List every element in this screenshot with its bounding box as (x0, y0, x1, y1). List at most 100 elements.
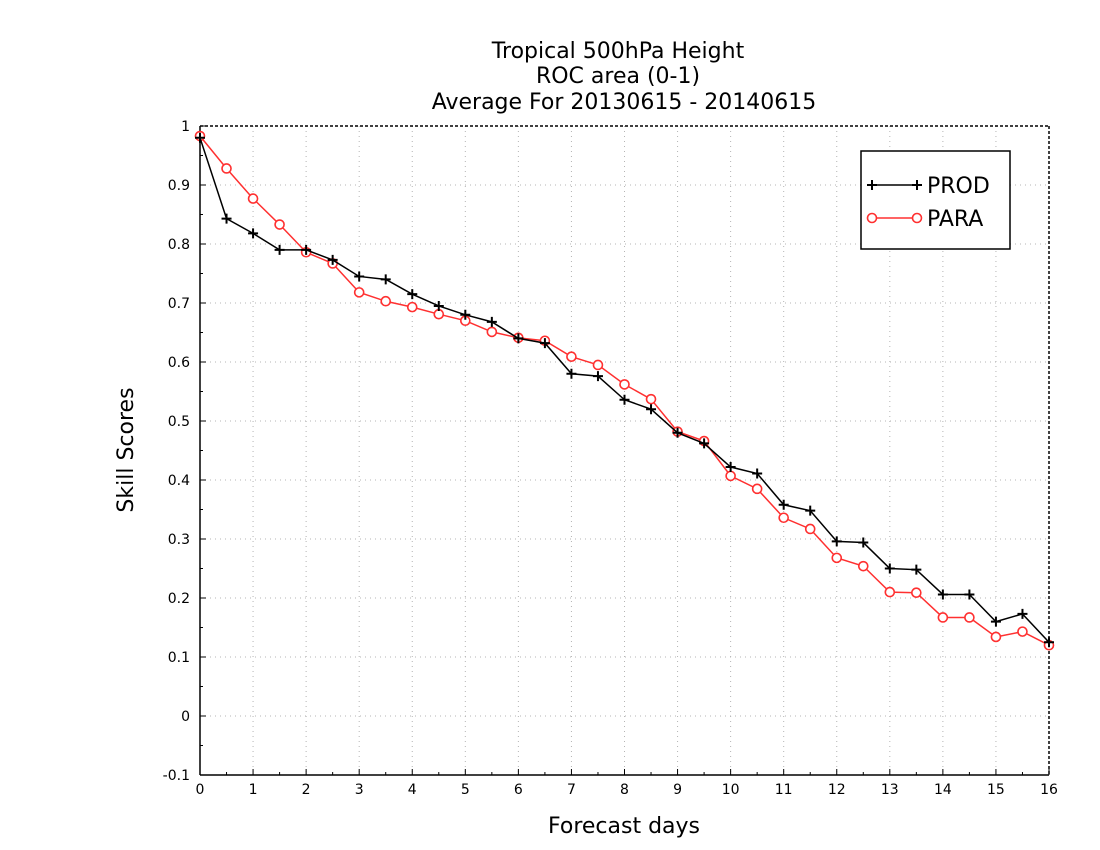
x-tick-label: 16 (1040, 782, 1058, 798)
data-point-prod (672, 427, 683, 438)
data-point-para (274, 219, 285, 230)
x-tick-label: 8 (620, 782, 629, 798)
data-point-prod (619, 394, 630, 405)
data-point-prod (274, 244, 285, 255)
x-tick-label: 0 (196, 782, 205, 798)
data-point-prod (911, 564, 922, 575)
data-point-prod (380, 274, 391, 285)
data-point-para (1017, 626, 1028, 637)
data-point-prod (354, 271, 365, 282)
x-tick-label: 1 (249, 782, 258, 798)
data-point-prod (699, 438, 710, 449)
data-point-prod (725, 462, 736, 473)
x-tick-label: 10 (722, 782, 740, 798)
data-point-para (725, 470, 736, 482)
data-point-prod (433, 300, 444, 311)
series-prod (195, 132, 1054, 648)
legend: PROD PARA (860, 150, 1011, 250)
chart-title: Tropical 500hPa Height ROC area (0-1) Av… (432, 39, 817, 115)
legend-marker (912, 180, 922, 190)
data-point-para (778, 512, 789, 524)
data-point-prod (858, 537, 869, 548)
title-line-1: Tropical 500hPa Height (491, 39, 745, 64)
y-axis-label: Skill Scores (114, 387, 139, 512)
data-point-prod (407, 289, 418, 300)
x-tick-label: 5 (461, 782, 470, 798)
data-point-para (247, 193, 259, 204)
y-tick-label: 0.6 (168, 355, 190, 371)
y-tick-label: 0.2 (168, 591, 190, 607)
data-point-prod (1017, 608, 1028, 619)
y-tick-label: -0.1 (163, 768, 190, 784)
x-tick-label: 6 (514, 782, 523, 798)
data-point-prod (592, 371, 603, 382)
legend-marker (867, 180, 877, 190)
legend-box (860, 150, 1011, 250)
data-point-para (619, 379, 630, 390)
x-tick-label: 9 (673, 782, 682, 798)
data-point-prod (195, 132, 205, 143)
data-point-para (353, 287, 365, 298)
data-point-prod (646, 404, 657, 415)
data-point-para (857, 560, 869, 572)
x-axis-label: Forecast days (548, 814, 700, 839)
data-point-para (911, 587, 922, 598)
data-point-para (990, 631, 1002, 643)
data-point-prod (566, 368, 577, 379)
tick-labels: 0 1 2 3 4 5 6 7 8 9 10 11 12 13 14 15 16-0.100.10.20.30.… (163, 119, 1058, 798)
x-tick-label: 3 (355, 782, 364, 798)
data-point-para (221, 163, 232, 174)
y-tick-label: 0 (181, 709, 190, 725)
y-tick-label: 0.8 (168, 237, 190, 253)
y-tick-label: 0.3 (168, 532, 190, 548)
x-tick-label: 2 (302, 782, 311, 798)
data-point-para (937, 612, 949, 623)
data-point-prod (301, 244, 312, 255)
legend-item-para: PARA (866, 207, 983, 232)
title-line-3: Average For 20130615 - 20140615 (432, 90, 817, 115)
data-point-prod (460, 309, 471, 320)
x-tick-label: 12 (828, 782, 846, 798)
data-point-prod (513, 333, 524, 344)
axes (199, 125, 1050, 776)
x-tick-label: 11 (775, 782, 793, 798)
data-point-para (645, 393, 657, 405)
data-point-prod (752, 468, 763, 479)
data-point-prod (486, 316, 497, 327)
data-point-prod (884, 563, 895, 574)
y-tick-label: 0.4 (168, 473, 190, 489)
x-tick-label: 13 (881, 782, 899, 798)
data-point-para (566, 351, 577, 362)
y-tick-label: 0.1 (168, 650, 190, 666)
x-tick-label: 15 (987, 782, 1005, 798)
x-tick-label: 7 (567, 782, 576, 798)
data-point-prod (248, 228, 259, 239)
data-point-prod (964, 589, 975, 600)
x-tick-label: 14 (934, 782, 952, 798)
data-point-prod (937, 589, 948, 600)
data-point-prod (778, 499, 789, 510)
data-point-para (831, 552, 843, 564)
y-tick-label: 0.5 (168, 414, 190, 430)
legend-marker (911, 212, 923, 224)
x-tick-label: 4 (408, 782, 417, 798)
data-point-para (486, 326, 498, 338)
data-point-prod (221, 213, 232, 224)
y-tick-label: 0.9 (168, 178, 190, 194)
legend-label: PARA (927, 207, 983, 232)
data-point-para (751, 483, 763, 495)
data-point-prod (1044, 637, 1054, 648)
grid (200, 126, 1049, 775)
y-tick-label: 0.7 (168, 296, 190, 312)
data-point-prod (327, 254, 338, 265)
legend-marker (866, 212, 878, 224)
y-tick-label: 1 (181, 119, 190, 135)
legend-item-prod: PROD (867, 174, 990, 199)
series-group (194, 130, 1055, 651)
data-point-prod (805, 505, 816, 516)
data-point-para (964, 612, 975, 623)
data-point-prod (539, 338, 550, 349)
legend-label: PROD (927, 174, 990, 199)
data-point-para (380, 295, 392, 307)
